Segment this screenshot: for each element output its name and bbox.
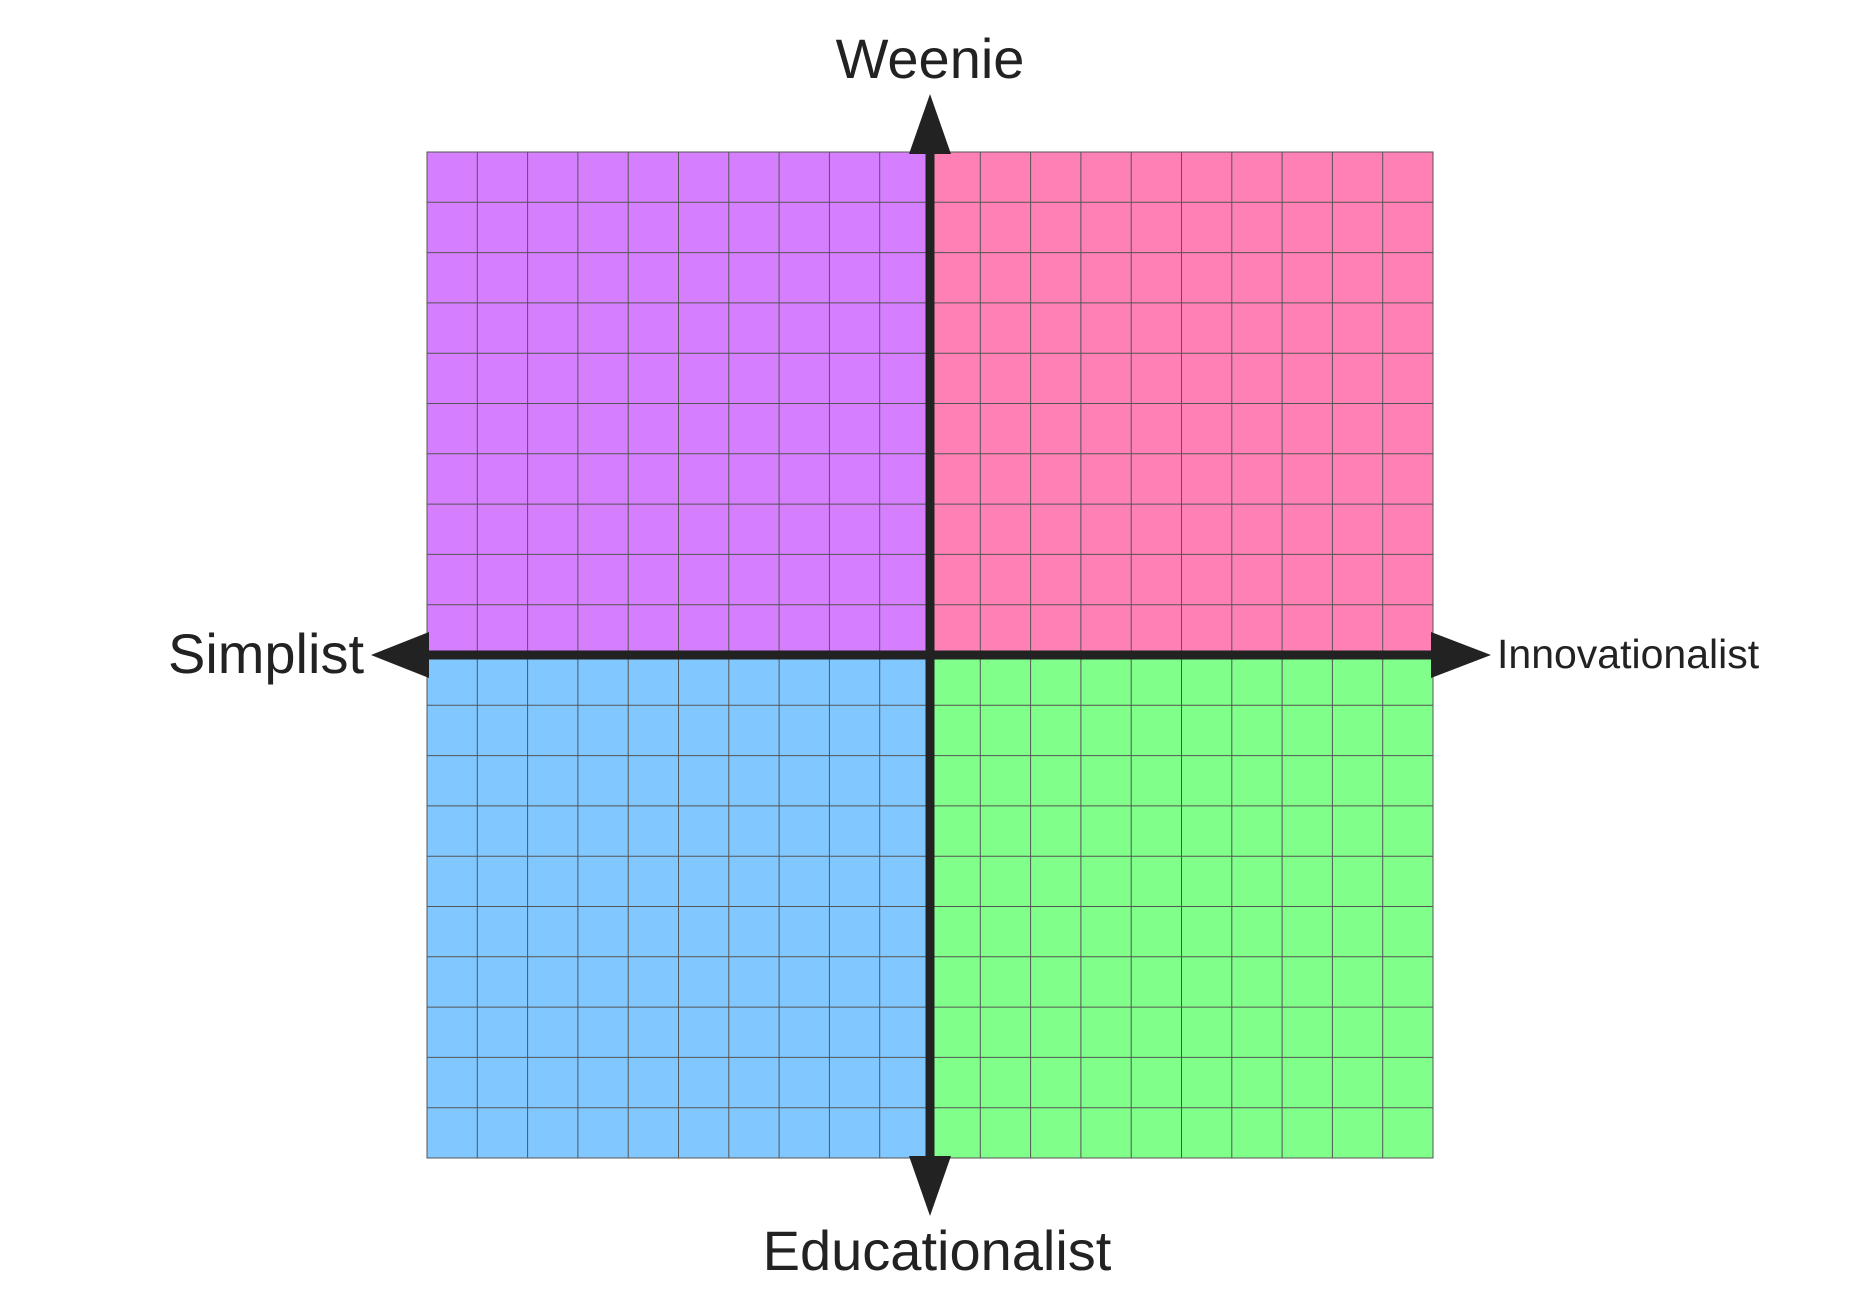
arrow-right-icon xyxy=(1431,632,1491,678)
axes xyxy=(371,94,1491,1216)
arrow-down-icon xyxy=(909,1156,951,1216)
axis-label-left: Simplist xyxy=(168,622,364,685)
arrow-left-icon xyxy=(371,632,429,678)
axis-label-top: Weenie xyxy=(836,27,1025,90)
arrow-up-icon xyxy=(909,94,951,154)
axis-label-right: Innovationalist xyxy=(1497,631,1760,677)
axis-label-bottom: Educationalist xyxy=(763,1219,1112,1282)
